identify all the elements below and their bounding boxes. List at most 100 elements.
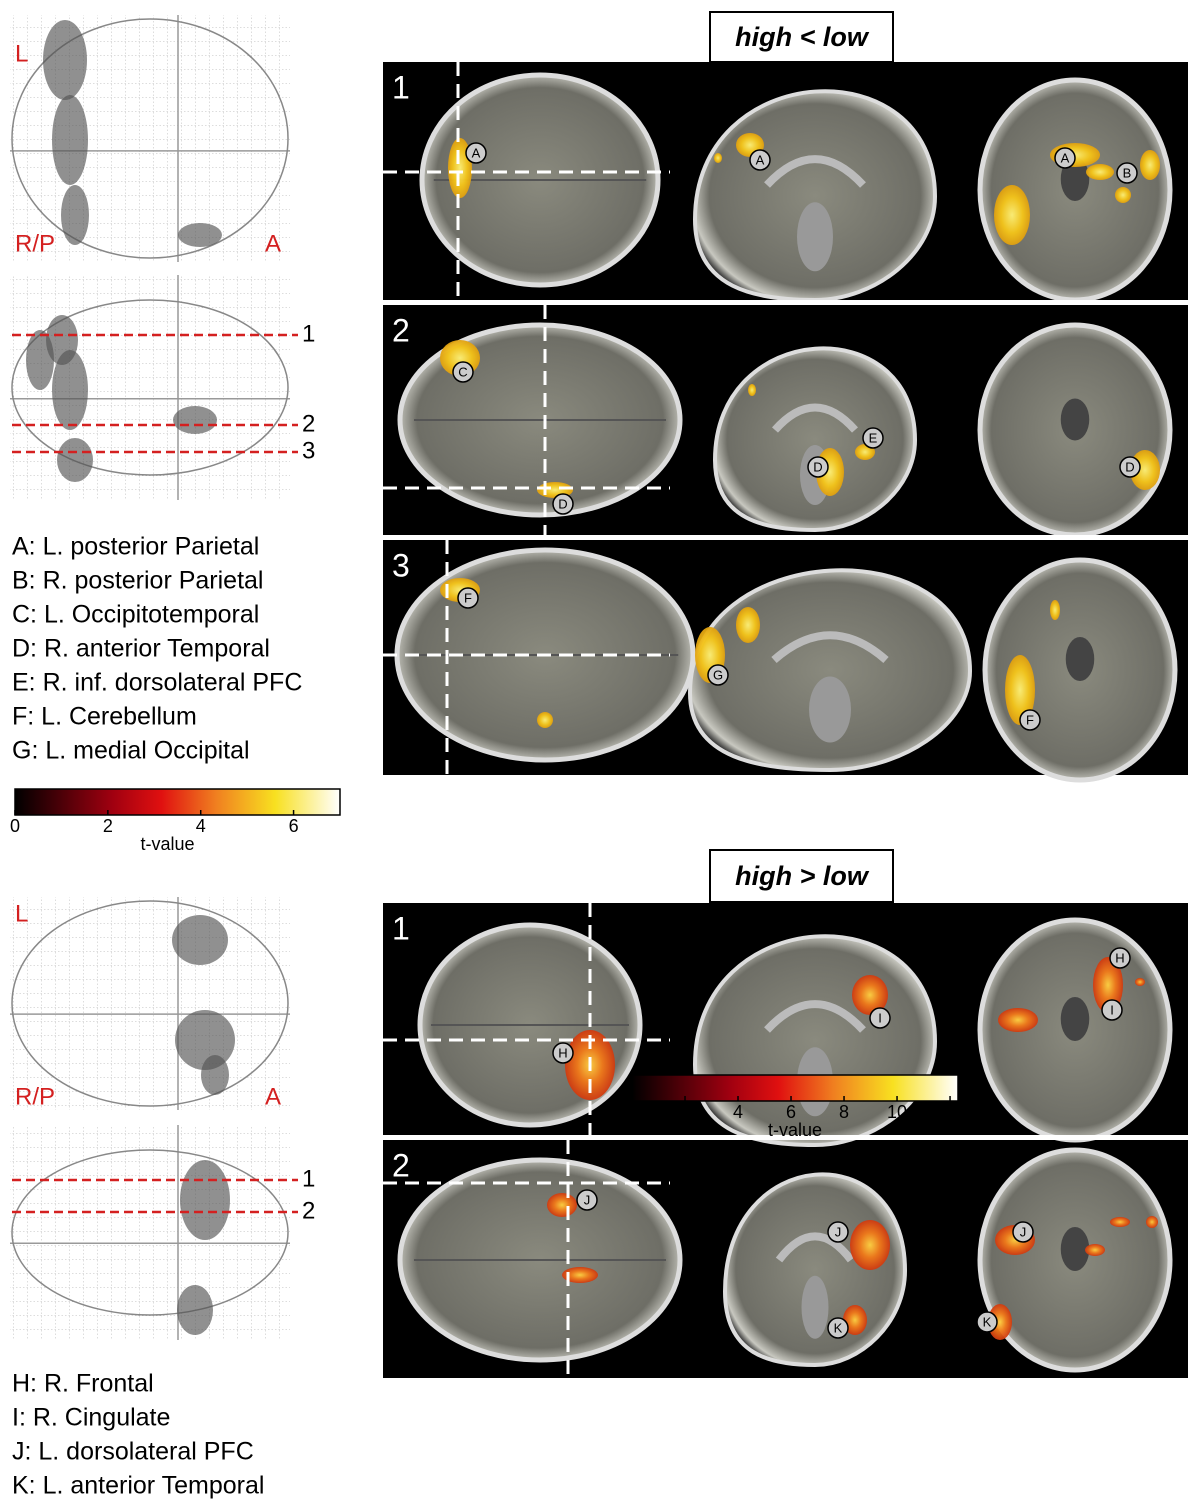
region-legend-entry: I: R. Cingulate <box>12 1404 170 1432</box>
glass-orientation-label: A <box>265 230 281 257</box>
row-number: 2 <box>392 1147 410 1183</box>
row-number: 1 <box>392 69 410 105</box>
region-marker-label: K <box>983 1314 992 1329</box>
region-legend-entry: F: L. Cerebellum <box>12 703 197 731</box>
slice-number: 2 <box>302 410 315 437</box>
brainstem <box>797 202 833 271</box>
colorbar-tick-label: 4 <box>733 1102 743 1122</box>
region-legend-entry: E: R. inf. dorsolateral PFC <box>12 669 302 697</box>
glass-blob <box>26 330 54 390</box>
glass-blob <box>180 1160 230 1240</box>
region-legend-entry: G: L. medial Occipital <box>12 737 250 765</box>
row-separator <box>383 535 1188 540</box>
region-marker-label: F <box>1026 712 1034 727</box>
colorbar-tick-label: 2 <box>680 1102 690 1122</box>
glass-orientation-label: A <box>265 1083 281 1110</box>
activation-blob <box>736 607 760 643</box>
slice-number: 1 <box>302 320 315 347</box>
region-marker-label: J <box>835 1224 842 1239</box>
ventricle <box>1061 1227 1090 1271</box>
activation-blob <box>850 1220 890 1270</box>
glass-blob <box>177 1285 213 1335</box>
colorbar-label: t-value <box>768 1120 822 1140</box>
region-legend-entry: H: R. Frontal <box>12 1370 154 1398</box>
glass-blob <box>172 915 228 965</box>
glass-blob <box>52 350 88 430</box>
colorbar-tick-label: 10 <box>887 1102 907 1122</box>
region-marker-label: A <box>472 145 481 160</box>
region-marker-label: C <box>458 364 467 379</box>
slice-number: 3 <box>302 437 315 464</box>
activation-blob <box>994 185 1030 245</box>
glass-orientation-label: L <box>15 900 28 927</box>
region-legend-entry: C: L. Occipitotemporal <box>12 601 259 629</box>
colorbar-tick-label: 4 <box>196 816 206 836</box>
ventricle <box>1061 997 1090 1041</box>
glass-blob <box>175 1010 235 1070</box>
ventricle <box>1061 399 1090 441</box>
region-marker-label: D <box>1125 459 1134 474</box>
row-number: 2 <box>392 312 410 348</box>
brainstem <box>809 677 851 743</box>
activation-blob <box>998 1008 1038 1032</box>
region-legend-entry: K: L. anterior Temporal <box>12 1472 264 1500</box>
glass-blob <box>201 1055 229 1095</box>
colorbar-tick-label: 8 <box>839 1102 849 1122</box>
glass-brain-grid <box>10 897 290 1110</box>
activation-blob <box>1135 978 1145 986</box>
region-marker-label: I <box>878 1010 882 1025</box>
colorbar-tick-label: 6 <box>786 1102 796 1122</box>
region-marker-label: J <box>584 1192 591 1207</box>
region-marker-label: H <box>1115 950 1124 965</box>
activation-blob <box>547 1193 577 1217</box>
region-marker-label: A <box>1061 150 1070 165</box>
activation-blob <box>1115 187 1131 203</box>
region-marker-label: G <box>713 667 723 682</box>
region-marker-label: J <box>1020 1224 1027 1239</box>
glass-orientation-label: L <box>15 40 28 67</box>
activation-blob <box>1086 164 1114 180</box>
colorbar-label: t-value <box>140 834 194 854</box>
region-legend-entry: A: L. posterior Parietal <box>12 533 259 561</box>
activation-blob <box>748 384 756 396</box>
colorbar-tick-label: 2 <box>103 816 113 836</box>
ventricle <box>1066 637 1095 681</box>
region-marker-label: K <box>834 1320 843 1335</box>
activation-blob <box>537 712 553 728</box>
glass-blob <box>173 406 217 434</box>
row-separator <box>383 300 1188 305</box>
activation-blob <box>1140 150 1160 180</box>
region-marker-label: B <box>1123 165 1132 180</box>
region-marker-label: F <box>464 590 472 605</box>
region-marker-label: D <box>813 459 822 474</box>
region-marker-label: A <box>756 152 765 167</box>
glass-blob <box>178 223 222 247</box>
region-legend-entry: D: R. anterior Temporal <box>12 635 270 663</box>
activation-blob <box>1146 1216 1158 1228</box>
row-number: 3 <box>392 547 410 583</box>
colorbar-tick-label: 0 <box>10 816 20 836</box>
region-marker-label: H <box>558 1045 567 1060</box>
colorbar-tick-label: 0 <box>627 1102 637 1122</box>
panel-title: high > low <box>735 861 870 891</box>
glass-orientation-label: R/P <box>15 230 55 257</box>
region-legend-entry: J: L. dorsolateral PFC <box>12 1438 254 1466</box>
slice-number: 1 <box>302 1165 315 1192</box>
activation-blob <box>1085 1244 1105 1256</box>
slice-number: 2 <box>302 1197 315 1224</box>
row-number: 1 <box>392 910 410 946</box>
glass-orientation-label: R/P <box>15 1083 55 1110</box>
region-marker-label: E <box>869 430 878 445</box>
region-marker-label: D <box>558 496 567 511</box>
colorbar <box>632 1075 958 1101</box>
figure: high < low1AAAB2CDDED3FGFLR/PA123A: L. p… <box>0 0 1188 1502</box>
colorbar-tick-label: 12 <box>940 1102 960 1122</box>
region-legend-entry: B: R. posterior Parietal <box>12 567 264 595</box>
glass-blob <box>43 20 87 100</box>
glass-blob <box>52 95 88 185</box>
activation-blob <box>1110 1217 1130 1227</box>
region-marker-label: I <box>1110 1002 1114 1017</box>
glass-blob <box>57 438 93 482</box>
